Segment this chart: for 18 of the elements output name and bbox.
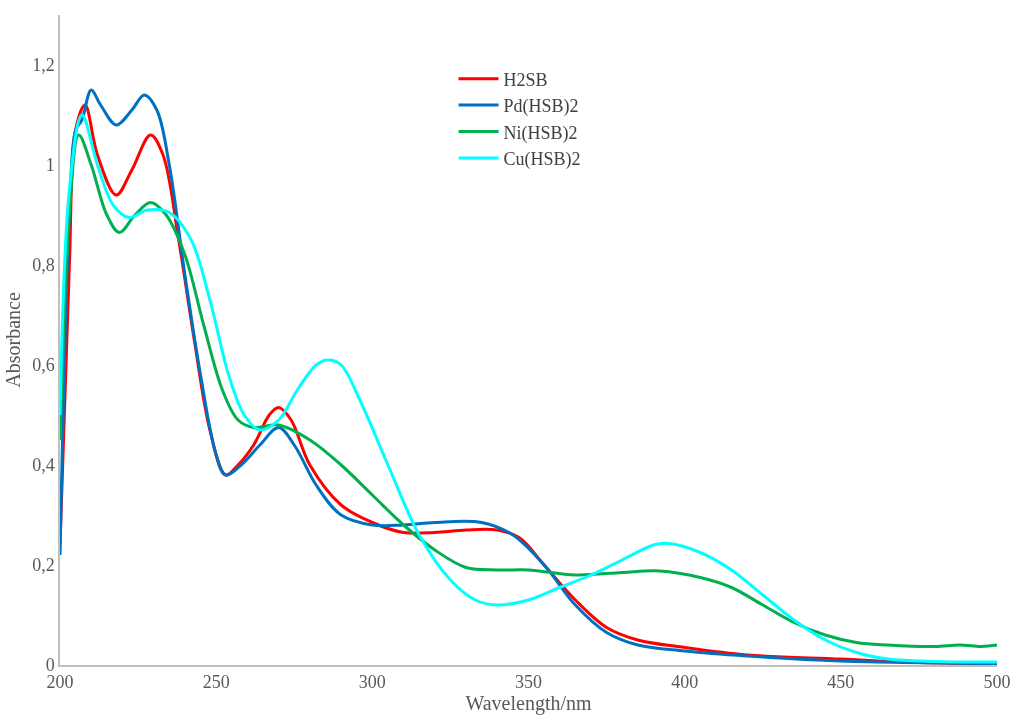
- y-tick-label: 0,4: [32, 455, 55, 476]
- x-tick-label: 350: [515, 672, 542, 693]
- x-tick-label: 300: [358, 672, 386, 693]
- y-tick-label: 0,8: [32, 255, 55, 276]
- x-tick-label: 450: [827, 672, 855, 693]
- legend-label: Pd(HSB)2: [503, 96, 579, 118]
- legend-label: Ni(HSB)2: [503, 122, 578, 144]
- y-tick-label: 1,2: [32, 55, 55, 76]
- y-tick-label: 0,6: [32, 355, 55, 376]
- x-tick-label: 250: [202, 672, 230, 693]
- x-tick-label: 500: [983, 672, 1011, 693]
- y-tick-label: 0,2: [32, 555, 55, 576]
- x-tick-label: 400: [671, 672, 699, 693]
- legend-label: H2SB: [503, 69, 548, 90]
- legend-label: Cu(HSB)2: [503, 148, 581, 170]
- x-axis-title: Wavelength/nm: [465, 692, 593, 716]
- y-tick-label: 1: [45, 155, 55, 176]
- y-axis-title: Absorbance: [2, 292, 25, 388]
